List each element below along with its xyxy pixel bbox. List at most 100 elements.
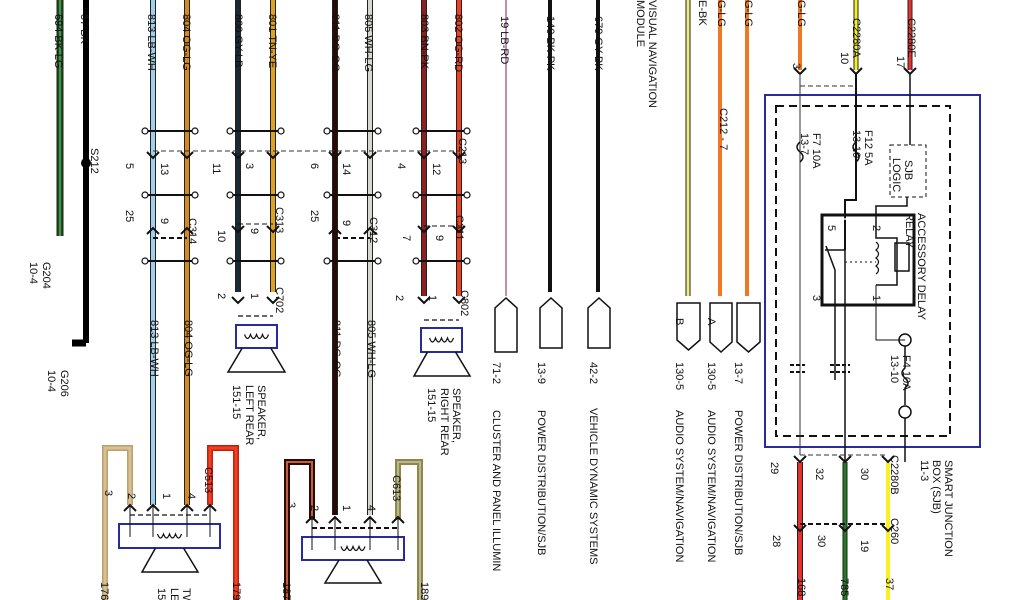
diagram-label: 813 LB-WH bbox=[148, 320, 160, 377]
diagram-label: 30 bbox=[815, 535, 827, 547]
diagram-label: 32 bbox=[813, 468, 825, 480]
diagram-label: 179 bbox=[230, 582, 242, 600]
pin-icon bbox=[146, 226, 160, 235]
connector-13-9-icon bbox=[539, 296, 563, 349]
tweeter-left-icon-coil bbox=[156, 532, 183, 539]
connector-break bbox=[790, 364, 850, 373]
diagram-label: 10 bbox=[838, 52, 850, 64]
connector-clip-end bbox=[277, 191, 285, 199]
diagram-label: 151-15 bbox=[230, 385, 242, 419]
tweeter-left-icon-magnet bbox=[118, 523, 221, 549]
fuse-f12-icon bbox=[852, 141, 860, 163]
wire-179-core bbox=[208, 446, 238, 600]
diagram-label: 10 bbox=[215, 230, 227, 242]
diagram-label: A bbox=[705, 318, 717, 326]
connector-71-2-icon bbox=[494, 296, 518, 353]
diagram-label: 13-7 bbox=[732, 362, 744, 384]
diagram-label: 9 bbox=[340, 220, 352, 226]
diagram-label: 805 WH-LG bbox=[365, 320, 377, 378]
pin-icon bbox=[881, 455, 895, 464]
pin-icon bbox=[363, 151, 377, 160]
diagram-label: 4 bbox=[365, 505, 377, 511]
pin-icon bbox=[417, 296, 431, 305]
diagram-label: 2 bbox=[215, 293, 227, 299]
wire-187 bbox=[284, 459, 315, 600]
smart-junction-box bbox=[764, 94, 981, 448]
pin-icon bbox=[363, 226, 377, 235]
diagram-label: 11 bbox=[210, 163, 222, 174]
fuse-f7-icon bbox=[796, 141, 804, 163]
diagram-label: 1 bbox=[340, 505, 352, 511]
diagram-label: 4 bbox=[395, 163, 407, 169]
diagram-label: MODULE bbox=[634, 0, 646, 47]
diagram-label: 679 GY-BK bbox=[592, 16, 604, 71]
pin-icon bbox=[266, 225, 280, 234]
diagram-label: LOGIC bbox=[890, 158, 902, 192]
connector-clip-end bbox=[412, 127, 420, 135]
connector-clip-end bbox=[226, 257, 234, 265]
diagram-label: 785 bbox=[838, 578, 850, 596]
diagram-label: F4 10A bbox=[900, 355, 912, 391]
speaker-left-rear-icon-magnet bbox=[235, 324, 278, 349]
connector-clip-end bbox=[374, 127, 382, 135]
diagram-label: 25 bbox=[308, 210, 320, 222]
diagram-label: 9 bbox=[433, 235, 445, 241]
connector-clip-end bbox=[463, 191, 471, 199]
diagram-label: 19 bbox=[858, 540, 870, 552]
pin-icon bbox=[146, 151, 160, 160]
diagram-label: POWER DISTRIBUTION/SJB bbox=[732, 410, 744, 555]
diagram-label: 15 bbox=[155, 588, 167, 600]
diagram-label: 130-5 bbox=[705, 362, 717, 390]
terminal-icon bbox=[898, 405, 912, 419]
tweeter-right-icon-magnet bbox=[301, 536, 405, 561]
connector-clip-end bbox=[226, 191, 234, 199]
diagram-label: VEHICLE DYNAMIC SYSTEMS bbox=[587, 408, 599, 564]
internal-wire-f12 bbox=[844, 74, 857, 250]
diagram-label: 694 BK-LG bbox=[52, 14, 64, 68]
diagram-label: 802 OG-RD bbox=[452, 14, 464, 72]
connector-clip-end bbox=[191, 127, 199, 135]
diagram-label: AUDIO SYSTEM/NAVIGATION bbox=[673, 410, 685, 562]
diagram-label: 813 LB-WH bbox=[145, 14, 157, 71]
diagram-label: 176 bbox=[98, 582, 110, 600]
diagram-label: 2 bbox=[125, 493, 137, 499]
diagram-label: 42-2 bbox=[587, 362, 599, 384]
diagram-label: 2 bbox=[870, 225, 882, 231]
diagram-label: C613 bbox=[390, 475, 402, 501]
diagram-label: 9 bbox=[248, 228, 260, 234]
pin-icon bbox=[231, 151, 245, 160]
diagram-label: G204 bbox=[40, 262, 52, 289]
connector-clip-end bbox=[191, 191, 199, 199]
diagram-label: 811 DG-OG bbox=[329, 14, 341, 72]
connector-clip-end bbox=[226, 127, 234, 135]
diagram-label: AUDIO SYSTEM/NAVIGATION bbox=[705, 410, 717, 562]
accessory-delay-relay bbox=[820, 213, 916, 307]
tweeter-right-icon-cone bbox=[323, 559, 383, 584]
diagram-label: 10-4 bbox=[45, 370, 57, 392]
connector-a-icon bbox=[709, 302, 733, 354]
connector-clip-end bbox=[141, 257, 149, 265]
diagram-label: 25 bbox=[123, 210, 135, 222]
pin-icon bbox=[452, 151, 466, 160]
diagram-label: RIGHT REAR bbox=[438, 388, 450, 456]
diagram-label: 5 bbox=[123, 163, 135, 169]
diagram-label: VISUAL NAVIGATION bbox=[646, 0, 658, 108]
connector-clip-end bbox=[277, 257, 285, 265]
diagram-label: 189 bbox=[418, 582, 430, 600]
connector-b-icon bbox=[676, 302, 701, 351]
pin-icon bbox=[793, 524, 807, 533]
splice-s212 bbox=[81, 158, 91, 168]
diagram-label: B bbox=[673, 318, 685, 325]
diagram-label: POWER DISTRIBUTION/SJB bbox=[535, 410, 547, 555]
speaker-left-rear-icon-coil bbox=[243, 332, 270, 340]
diagram-label: 140 BK-PK bbox=[544, 16, 556, 71]
diagram-label: 187 bbox=[280, 582, 292, 600]
diagram-label: 13-7 bbox=[798, 133, 810, 155]
pin-icon bbox=[838, 524, 852, 533]
diagram-label: 168 bbox=[795, 578, 807, 596]
diagram-label: 3 bbox=[790, 63, 802, 69]
connector-clip-end bbox=[323, 257, 331, 265]
diagram-label: G206 bbox=[58, 370, 70, 397]
diagram-label: 17 bbox=[894, 56, 906, 68]
